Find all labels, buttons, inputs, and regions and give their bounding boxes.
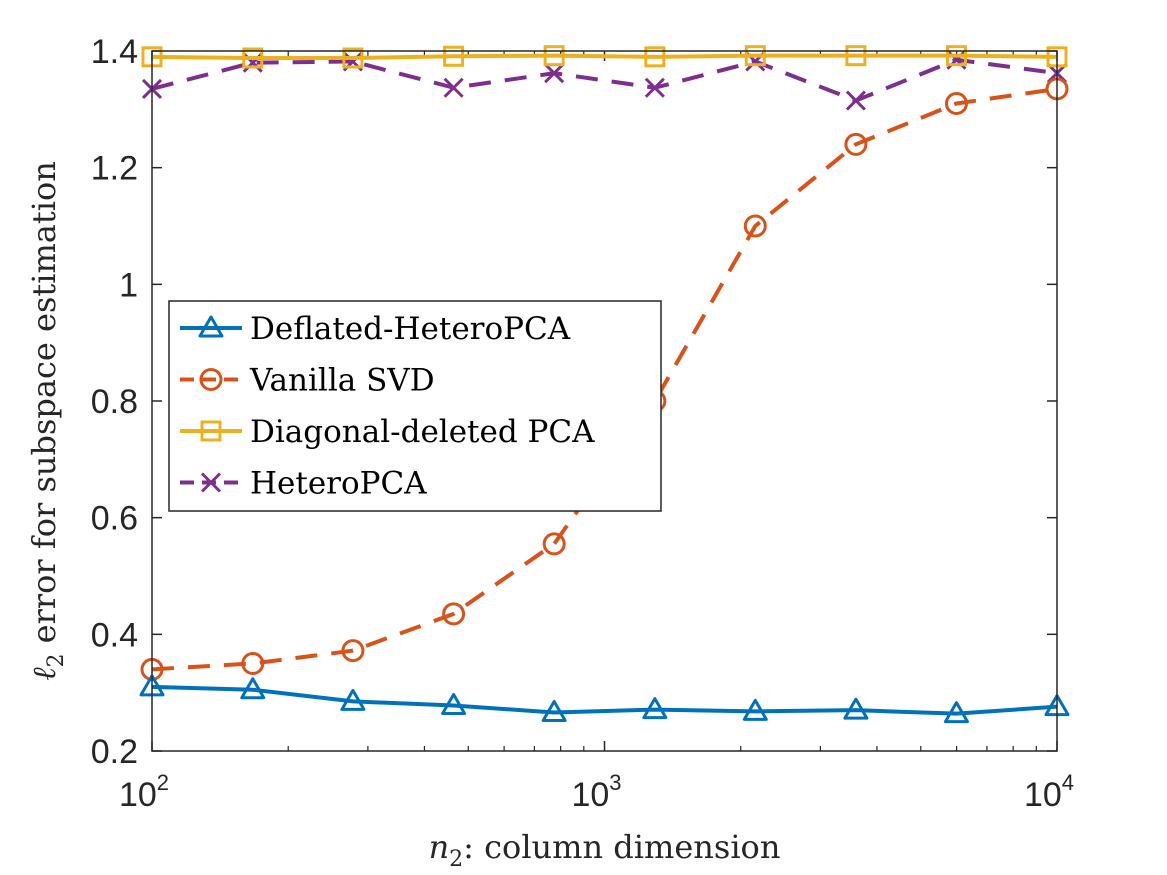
series-line [151,684,1058,716]
legend-marker [200,472,222,493]
legend-box [168,300,662,512]
data-point [844,132,868,156]
y-tick-label: 0.6 [91,500,138,538]
data-point [943,701,969,724]
data-point [642,697,668,720]
data-point [945,45,967,67]
data-point [843,697,869,720]
data-point [241,652,265,675]
data-point [442,602,466,626]
data-point [541,700,567,722]
legend-item: Vanilla SVD [180,363,435,399]
data-point [944,92,968,115]
y-tick-label: 1 [119,266,138,304]
data-point [443,77,464,98]
y-tick-label: 1.2 [91,150,138,188]
y-tick-label: 0.8 [91,383,138,421]
data-point [542,532,566,556]
y-axis-label: ℓ2 error for subspace estimation [25,161,69,681]
x-axis-label: n2: column dimension [429,828,781,872]
data-point [240,677,266,700]
data-point [743,214,767,238]
data-point [742,698,768,721]
data-point [443,45,465,67]
legend-marker [200,420,222,442]
legend: Deflated-HeteroPCA Vanilla SVD Diagonal-de… [168,300,662,512]
data-point [644,77,665,98]
data-point [342,47,364,69]
data-point [340,688,366,711]
series-line [151,53,1058,60]
data-point [341,639,365,663]
y-tick-label: 0.4 [91,616,138,654]
data-point [744,45,766,67]
data-point [644,46,666,68]
legend-marker [198,315,224,338]
series-deflated-heteropca [139,674,1070,724]
legend-item: Diagonal-deleted PCA [180,414,595,450]
data-point [544,63,565,84]
plot-frame [151,50,1058,752]
legend-label: Deflated-HeteroPCA [250,311,571,347]
y-tick-label: 0.2 [91,733,138,771]
data-point [845,45,867,67]
series-diagonal-deleted-pca [141,45,1068,69]
legend-marker [199,368,223,391]
legend-label: Diagonal-deleted PCA [250,414,595,450]
legend-label: Vanilla SVD [249,363,435,399]
legend-item: Deflated-HeteroPCA [180,311,571,347]
data-point [441,693,467,715]
data-point [543,45,565,67]
series-line [151,57,1058,103]
legend-label: HeteroPCA [250,466,427,502]
y-tick-label: 1.4 [91,33,138,71]
data-point [845,90,866,111]
data-point [242,47,264,69]
legend-item: HeteroPCA [180,466,427,502]
